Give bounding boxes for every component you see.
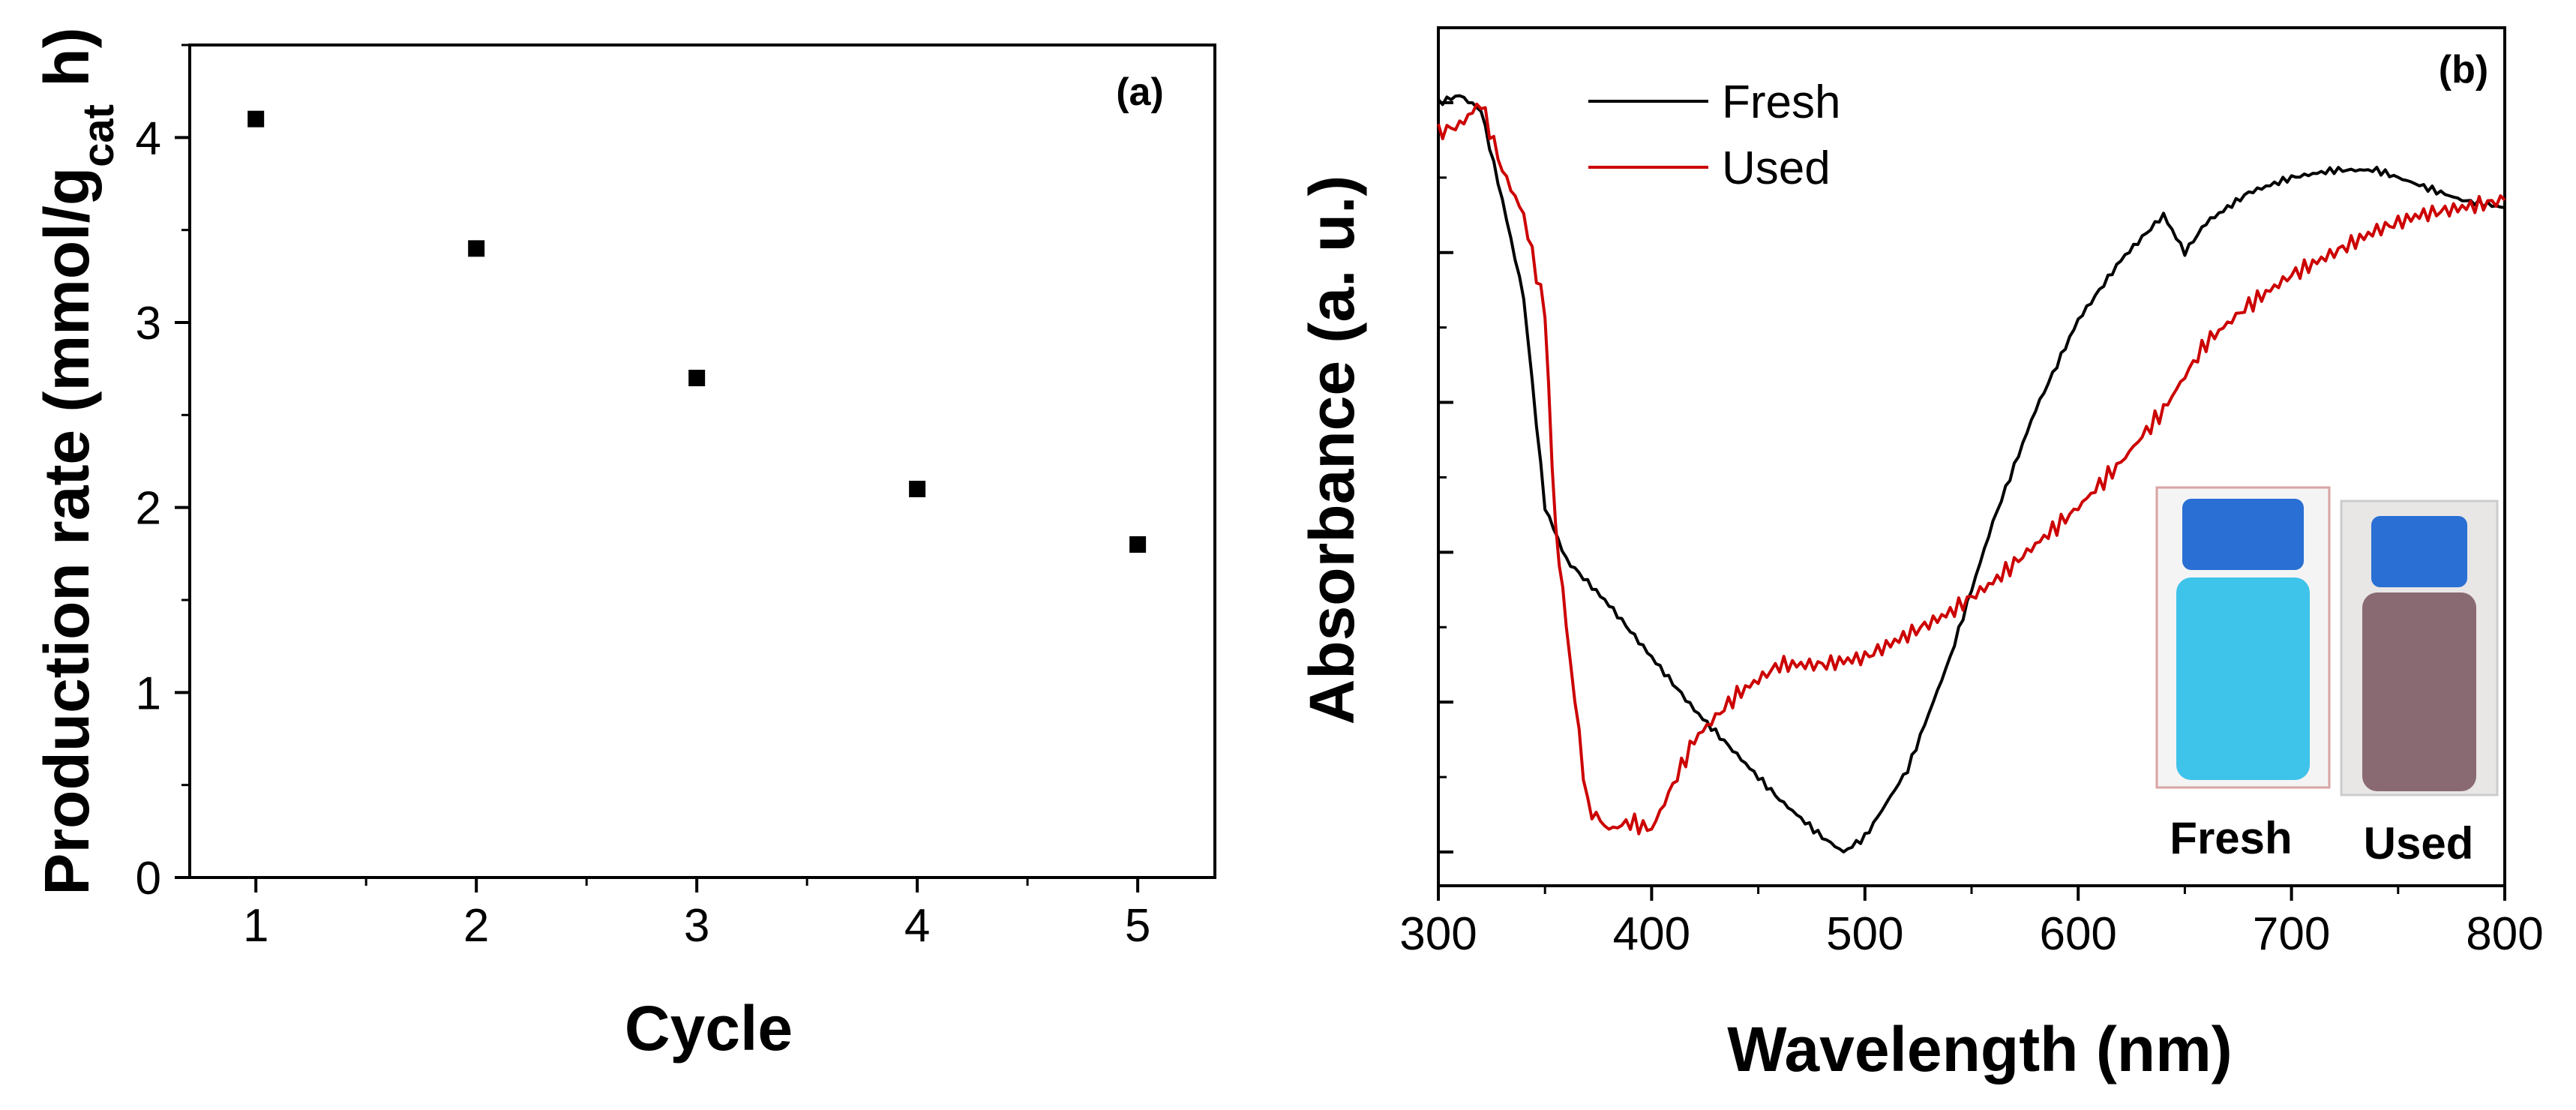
a-point-1 xyxy=(247,110,265,128)
inset-label-used: Used xyxy=(2364,818,2474,868)
used-vial-cap xyxy=(2371,516,2467,587)
panel-b: 300 400 500 600 700 800 (b) Fresh Used Fresh … xyxy=(1297,26,2544,1084)
a-xtick-label-3: 3 xyxy=(684,900,709,952)
b-xtick-label-600: 600 xyxy=(2039,908,2116,960)
panel-a-ylabel: Production rate (mmol/gcat h) xyxy=(31,27,123,895)
b-xtick-label-700: 700 xyxy=(2253,908,2330,960)
panel-a-ticks: 1 2 3 4 5 0 1 2 3 4 xyxy=(136,44,1150,952)
b-xtick-label-800: 800 xyxy=(2466,908,2543,960)
panel-a-points xyxy=(247,110,1147,553)
b-xtick-label-500: 500 xyxy=(1826,908,1903,960)
panel-b-series xyxy=(1437,94,2506,854)
panel-b-ylabel: Absorbance (a. u.) xyxy=(1297,176,1367,725)
a-ytick-label-4: 4 xyxy=(136,112,161,164)
panel-b-label: (b) xyxy=(2439,48,2488,92)
b-series-fresh xyxy=(1437,94,2506,854)
a-ytick-label-3: 3 xyxy=(136,298,161,350)
fresh-vial-liquid xyxy=(2176,578,2310,780)
b-xtick-label-400: 400 xyxy=(1613,908,1690,960)
used-vial-liquid xyxy=(2362,592,2476,791)
a-point-3 xyxy=(688,370,706,386)
panel-b-xlabel: Wavelength (nm) xyxy=(1727,1014,2233,1084)
a-xtick-label-4: 4 xyxy=(904,900,930,952)
a-xtick-label-5: 5 xyxy=(1125,900,1150,952)
a-point-2 xyxy=(468,240,485,257)
panel-a-label: (a) xyxy=(1116,70,1164,114)
a-point-4 xyxy=(909,481,926,497)
panel-a: 1 2 3 4 5 0 1 2 3 4 (a) Cycle Production rate (mm… xyxy=(31,27,1216,1064)
a-ytick-label-0: 0 xyxy=(136,853,161,904)
legend-label-fresh: Fresh xyxy=(1722,76,1840,128)
fresh-vial-cap xyxy=(2182,499,2304,570)
b-xtick-label-300: 300 xyxy=(1399,908,1477,960)
a-ytick-label-2: 2 xyxy=(136,483,161,535)
panel-a-ylabel-main: Production rate (mmol/g xyxy=(31,167,102,896)
a-xtick-label-2: 2 xyxy=(463,900,489,952)
inset-label-fresh: Fresh xyxy=(2170,813,2292,863)
a-ytick-label-1: 1 xyxy=(136,668,161,719)
panel-b-ticks: 300 400 500 600 700 800 xyxy=(1399,100,2544,960)
a-xtick-label-1: 1 xyxy=(243,900,268,952)
a-point-5 xyxy=(1129,536,1147,553)
panel-a-ylabel-sub: cat xyxy=(74,104,123,167)
b-series-used xyxy=(1437,102,2506,836)
panel-a-ylabel-tail: h) xyxy=(31,27,102,104)
legend-label-used: Used xyxy=(1722,142,1831,194)
panel-a-xlabel: Cycle xyxy=(625,993,793,1064)
inset-photos: Fresh Used xyxy=(2155,486,2499,868)
panel-a-frame xyxy=(188,44,1216,879)
